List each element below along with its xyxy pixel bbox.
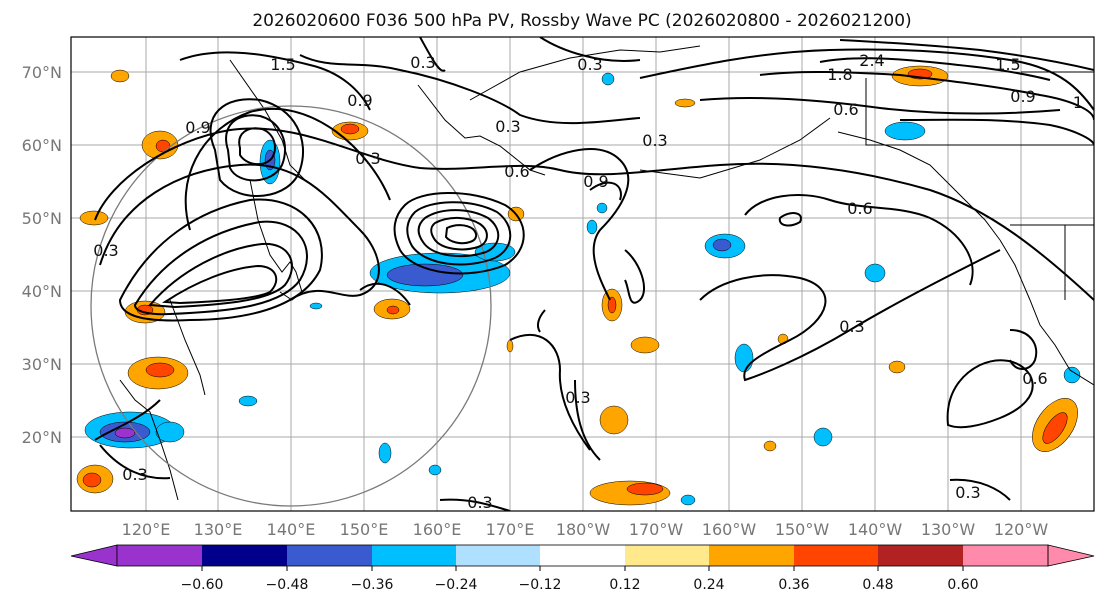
colorbar-tick: −0.36 <box>351 577 394 593</box>
colorbar-segment <box>372 545 456 566</box>
lat-label: 30°N <box>22 355 62 374</box>
colorbar-segment <box>794 545 878 566</box>
colorbar-segment <box>963 545 1048 566</box>
lon-label: 140°E <box>267 520 316 539</box>
lat-label: 20°N <box>22 428 62 447</box>
longitude-labels: 120°E 130°E 140°E 150°E 160°E 170°E 180°… <box>122 520 1049 539</box>
contour-label: 0.3 <box>410 53 435 72</box>
lon-label: 170°W <box>629 520 684 539</box>
lon-label: 150°E <box>340 520 389 539</box>
colorbar-segment <box>202 545 287 566</box>
rossby-wave-circle <box>90 105 492 507</box>
contour-label: 0.6 <box>504 162 529 181</box>
lon-label: 140°W <box>848 520 903 539</box>
contour-label: 0.3 <box>93 241 118 260</box>
map-title: 2026020600 F036 500 hPa PV, Rossby Wave … <box>252 11 911 31</box>
contour-label: 0.6 <box>833 100 858 119</box>
contour-labels: 1.5 0.3 0.3 2.4 1.8 1.5 0.9 1 0.6 0.9 0.… <box>93 51 1083 512</box>
colorbar-tick: −0.48 <box>266 577 309 593</box>
colorbar-segment <box>709 545 794 566</box>
lon-label: 130°E <box>194 520 243 539</box>
contour-label: 0.3 <box>467 493 492 512</box>
lat-label: 50°N <box>22 209 62 228</box>
contour-label: 0.9 <box>583 172 608 191</box>
map-panel: 1.5 0.3 0.3 2.4 1.8 1.5 0.9 1 0.6 0.9 0.… <box>70 36 1095 512</box>
colorbar-tick: 0.24 <box>693 577 724 593</box>
contour-label: 0.3 <box>122 465 147 484</box>
colorbar-tick: −0.24 <box>435 577 478 593</box>
colorbar: −0.60 −0.48 −0.36 −0.24 −0.12 0.12 0.24 … <box>70 544 1095 593</box>
pv-contours <box>94 37 1094 511</box>
colorbar-segment <box>878 545 963 566</box>
lon-label: 120°E <box>122 520 171 539</box>
colorbar-extend-left <box>70 544 118 567</box>
colorbar-tick: 0.36 <box>778 577 809 593</box>
contour-label: 1 <box>1073 93 1083 112</box>
contour-label: 0.3 <box>495 117 520 136</box>
lon-label: 120°W <box>994 520 1049 539</box>
lon-label: 180°W <box>556 520 611 539</box>
colorbar-segment <box>540 545 625 566</box>
lon-label: 160°E <box>413 520 462 539</box>
contour-label: 0.3 <box>577 55 602 74</box>
lat-label: 40°N <box>22 282 62 301</box>
contour-label: 0.6 <box>847 199 872 218</box>
lon-label: 150°W <box>775 520 830 539</box>
colorbar-segment <box>287 545 372 566</box>
contour-label: 0.9 <box>347 91 372 110</box>
contour-label: 0.9 <box>1010 87 1035 106</box>
contour-label: 0.6 <box>1022 369 1047 388</box>
colorbar-tick: 0.12 <box>609 577 640 593</box>
lon-label: 130°W <box>921 520 976 539</box>
lat-label: 60°N <box>22 136 62 155</box>
contour-label: 0.3 <box>839 317 864 336</box>
colorbar-tick: −0.60 <box>181 577 224 593</box>
lon-label: 160°W <box>702 520 757 539</box>
contour-label: 0.3 <box>642 131 667 150</box>
colorbar-extend-right <box>1047 544 1095 567</box>
contour-label: 2.4 <box>859 51 884 70</box>
colorbar-tick: 0.48 <box>862 577 893 593</box>
contour-label: 0.9 <box>185 118 210 137</box>
contour-label: 1.5 <box>995 55 1020 74</box>
latitude-labels: 70°N 60°N 50°N 40°N 30°N 20°N <box>22 63 62 447</box>
contour-label: 1.5 <box>270 55 295 74</box>
lon-label: 170°E <box>486 520 535 539</box>
contour-label: 0.3 <box>565 388 590 407</box>
colorbar-tick: 0.60 <box>947 577 978 593</box>
colorbar-segment <box>625 545 709 566</box>
colorbar-segment <box>117 545 202 566</box>
contour-label: 0.3 <box>355 149 380 168</box>
colorbar-segment <box>456 545 540 566</box>
lat-label: 70°N <box>22 63 62 82</box>
colorbar-tick: −0.12 <box>519 577 562 593</box>
contour-label: 0.3 <box>955 483 980 502</box>
contour-label: 1.8 <box>827 65 852 84</box>
